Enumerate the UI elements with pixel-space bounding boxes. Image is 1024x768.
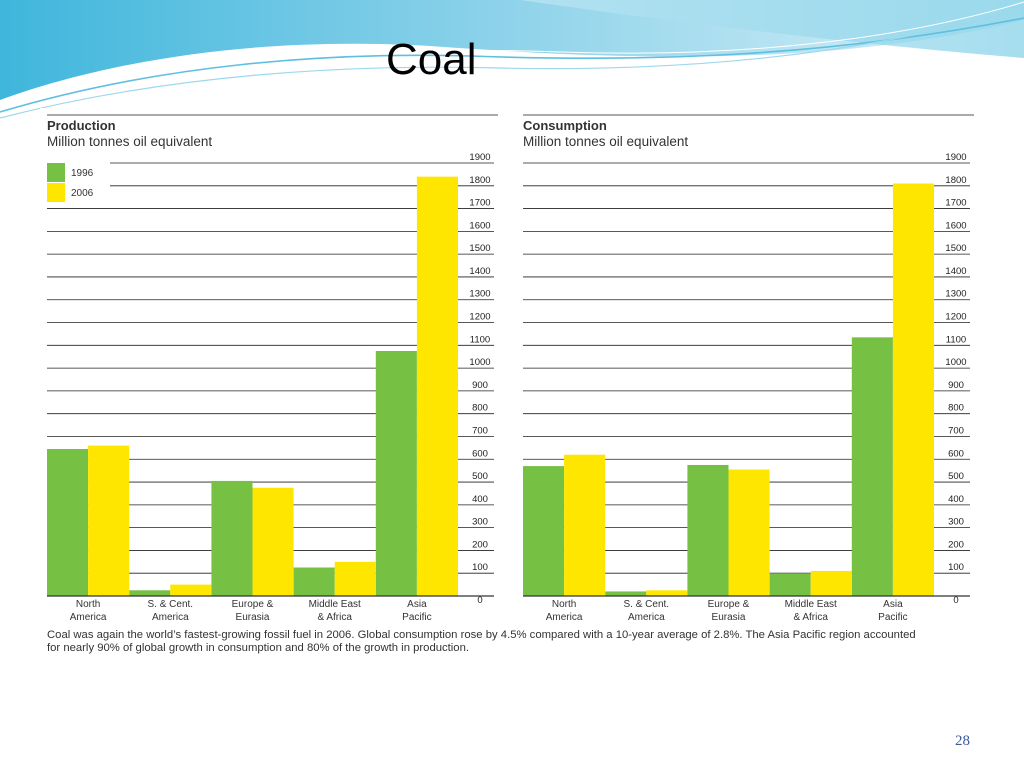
bar-1996 [523,466,565,596]
x-tick-label: S. & Cent. [624,599,670,610]
y-tick-label: 1700 [945,198,966,209]
x-tick-label: Middle East [785,599,837,610]
x-tick-label: Pacific [878,612,907,623]
caption-line-1: Coal was again the world’s fastest-growi… [47,629,916,641]
x-tick-label: & Africa [317,612,352,623]
slide-title: Coal [386,35,477,84]
bar-1996 [211,480,253,596]
x-tick-label: Europe & [232,599,274,610]
bar-2006 [728,469,770,596]
x-tick-label: America [628,612,665,623]
chart-subtitle: Million tonnes oil equivalent [523,134,688,149]
bar-1996 [293,567,335,596]
y-tick-label: 1800 [469,175,490,186]
y-tick-label: 600 [472,448,488,459]
x-tick-label: America [70,612,107,623]
y-tick-label: 500 [948,471,964,482]
y-tick-label: 1200 [469,312,490,323]
bar-2006 [892,183,934,596]
x-tick-label: North [76,599,100,610]
x-tick-label: Eurasia [236,612,270,623]
bar-2006 [334,561,376,596]
bar-1996 [375,351,417,596]
bar-2006 [810,570,852,596]
caption-line-2: for nearly 90% of global growth in consu… [47,642,470,654]
x-tick-label: S. & Cent. [148,599,194,610]
y-tick-label: 1000 [469,357,490,368]
x-tick-label: Middle East [309,599,361,610]
chart-title: Production [47,118,116,133]
y-tick-label: 1900 [469,152,490,163]
bar-2006 [564,454,606,596]
bar-2006 [416,176,458,596]
y-tick-label: 700 [472,425,488,436]
y-tick-label: 0 [953,595,958,606]
bar-2006 [646,590,688,596]
y-tick-label: 1600 [469,220,490,231]
x-tick-label: North [552,599,576,610]
y-tick-label: 1100 [946,334,966,345]
x-tick-label: & Africa [793,612,828,623]
x-tick-label: America [546,612,583,623]
chart-title: Consumption [523,118,607,133]
y-tick-label: 100 [472,562,488,573]
y-tick-label: 1700 [469,198,490,209]
chart-caption: Coal was again the world’s fastest-growi… [47,629,967,655]
y-tick-label: 600 [948,448,964,459]
y-tick-label: 1600 [945,220,966,231]
y-tick-label: 1800 [945,175,966,186]
x-tick-label: Asia [407,599,427,610]
x-tick-label: America [152,612,189,623]
y-tick-label: 0 [477,595,482,606]
y-tick-label: 1300 [945,289,966,300]
bar-1996 [769,573,811,596]
bar-1996 [687,464,729,596]
y-tick-label: 1000 [945,357,966,368]
bar-2006 [88,445,130,596]
x-tick-label: Asia [883,599,903,610]
y-tick-label: 100 [948,562,964,573]
legend-swatch-2006 [47,183,65,202]
y-tick-label: 200 [472,539,488,550]
y-tick-label: 1900 [945,152,966,163]
bar-1996 [129,590,171,596]
legend-label-2006: 2006 [71,188,94,199]
y-tick-label: 1500 [469,243,490,254]
y-tick-label: 900 [948,380,964,391]
y-tick-label: 1300 [469,289,490,300]
x-tick-label: Pacific [402,612,431,623]
header-wave-decoration [0,0,1024,119]
legend-swatch-1996 [47,163,65,182]
bar-2006 [170,584,212,596]
chart-panel: Production Million tonnes oil equivalent 0… [40,108,984,664]
y-tick-label: 700 [948,425,964,436]
y-tick-label: 800 [472,403,488,414]
x-tick-label: Eurasia [712,612,746,623]
y-tick-label: 1200 [945,312,966,323]
y-tick-label: 800 [948,403,964,414]
y-tick-label: 1500 [945,243,966,254]
y-tick-label: 500 [472,471,488,482]
page-number: 28 [955,733,970,749]
bar-1996 [851,337,893,596]
bar-1996 [605,591,647,596]
bar-1996 [47,449,89,596]
y-tick-label: 1100 [470,334,490,345]
y-tick-label: 400 [472,494,488,505]
y-tick-label: 300 [472,517,488,528]
chart-subtitle: Million tonnes oil equivalent [47,134,212,149]
y-tick-label: 200 [948,539,964,550]
y-tick-label: 1400 [945,266,966,277]
y-tick-label: 900 [472,380,488,391]
bar-2006 [252,487,294,596]
y-tick-label: 400 [948,494,964,505]
y-tick-label: 1400 [469,266,490,277]
y-tick-label: 300 [948,517,964,528]
x-tick-label: Europe & [708,599,750,610]
legend-label-1996: 1996 [71,168,94,179]
